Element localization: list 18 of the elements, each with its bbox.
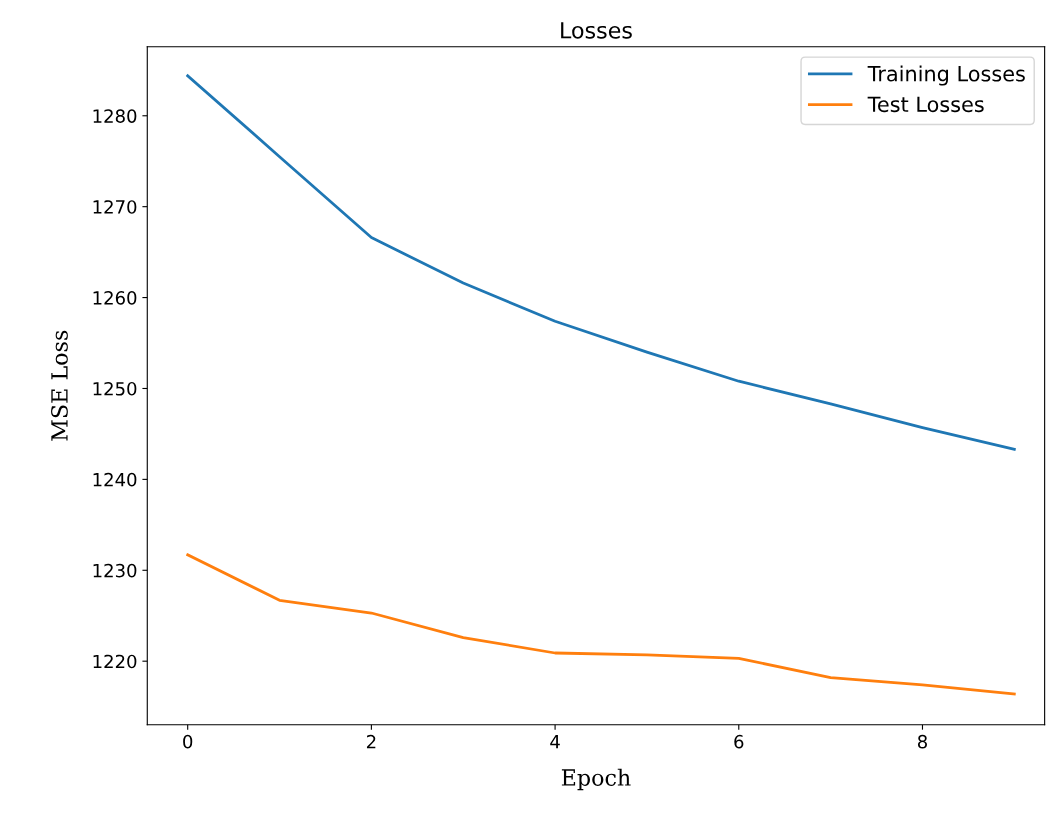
y-tick-label: 1260 (93, 291, 137, 305)
y-axis-title: MSE Loss (51, 330, 68, 441)
x-axis-title: Epoch (561, 768, 631, 791)
legend-label: Test Losses (867, 96, 984, 113)
y-tick-label: 1230 (93, 563, 137, 578)
y-tick-label: 1220 (93, 654, 137, 669)
line-series (186, 553, 1016, 696)
y-tick-label: 1240 (93, 472, 137, 487)
y-tick-label: 1280 (93, 109, 137, 123)
y-tick-label: 1250 (93, 381, 137, 396)
x-tick-label: 6 (734, 734, 744, 749)
legend-label: Training Losses (867, 65, 1025, 86)
x-tick-label: 2 (366, 734, 376, 749)
y-tick-label: 1270 (93, 200, 137, 214)
chart-title: Losses (561, 22, 632, 39)
x-tick-label: 4 (550, 735, 560, 749)
x-tick-label: 8 (917, 734, 927, 749)
x-tick-label: 0 (183, 734, 193, 749)
